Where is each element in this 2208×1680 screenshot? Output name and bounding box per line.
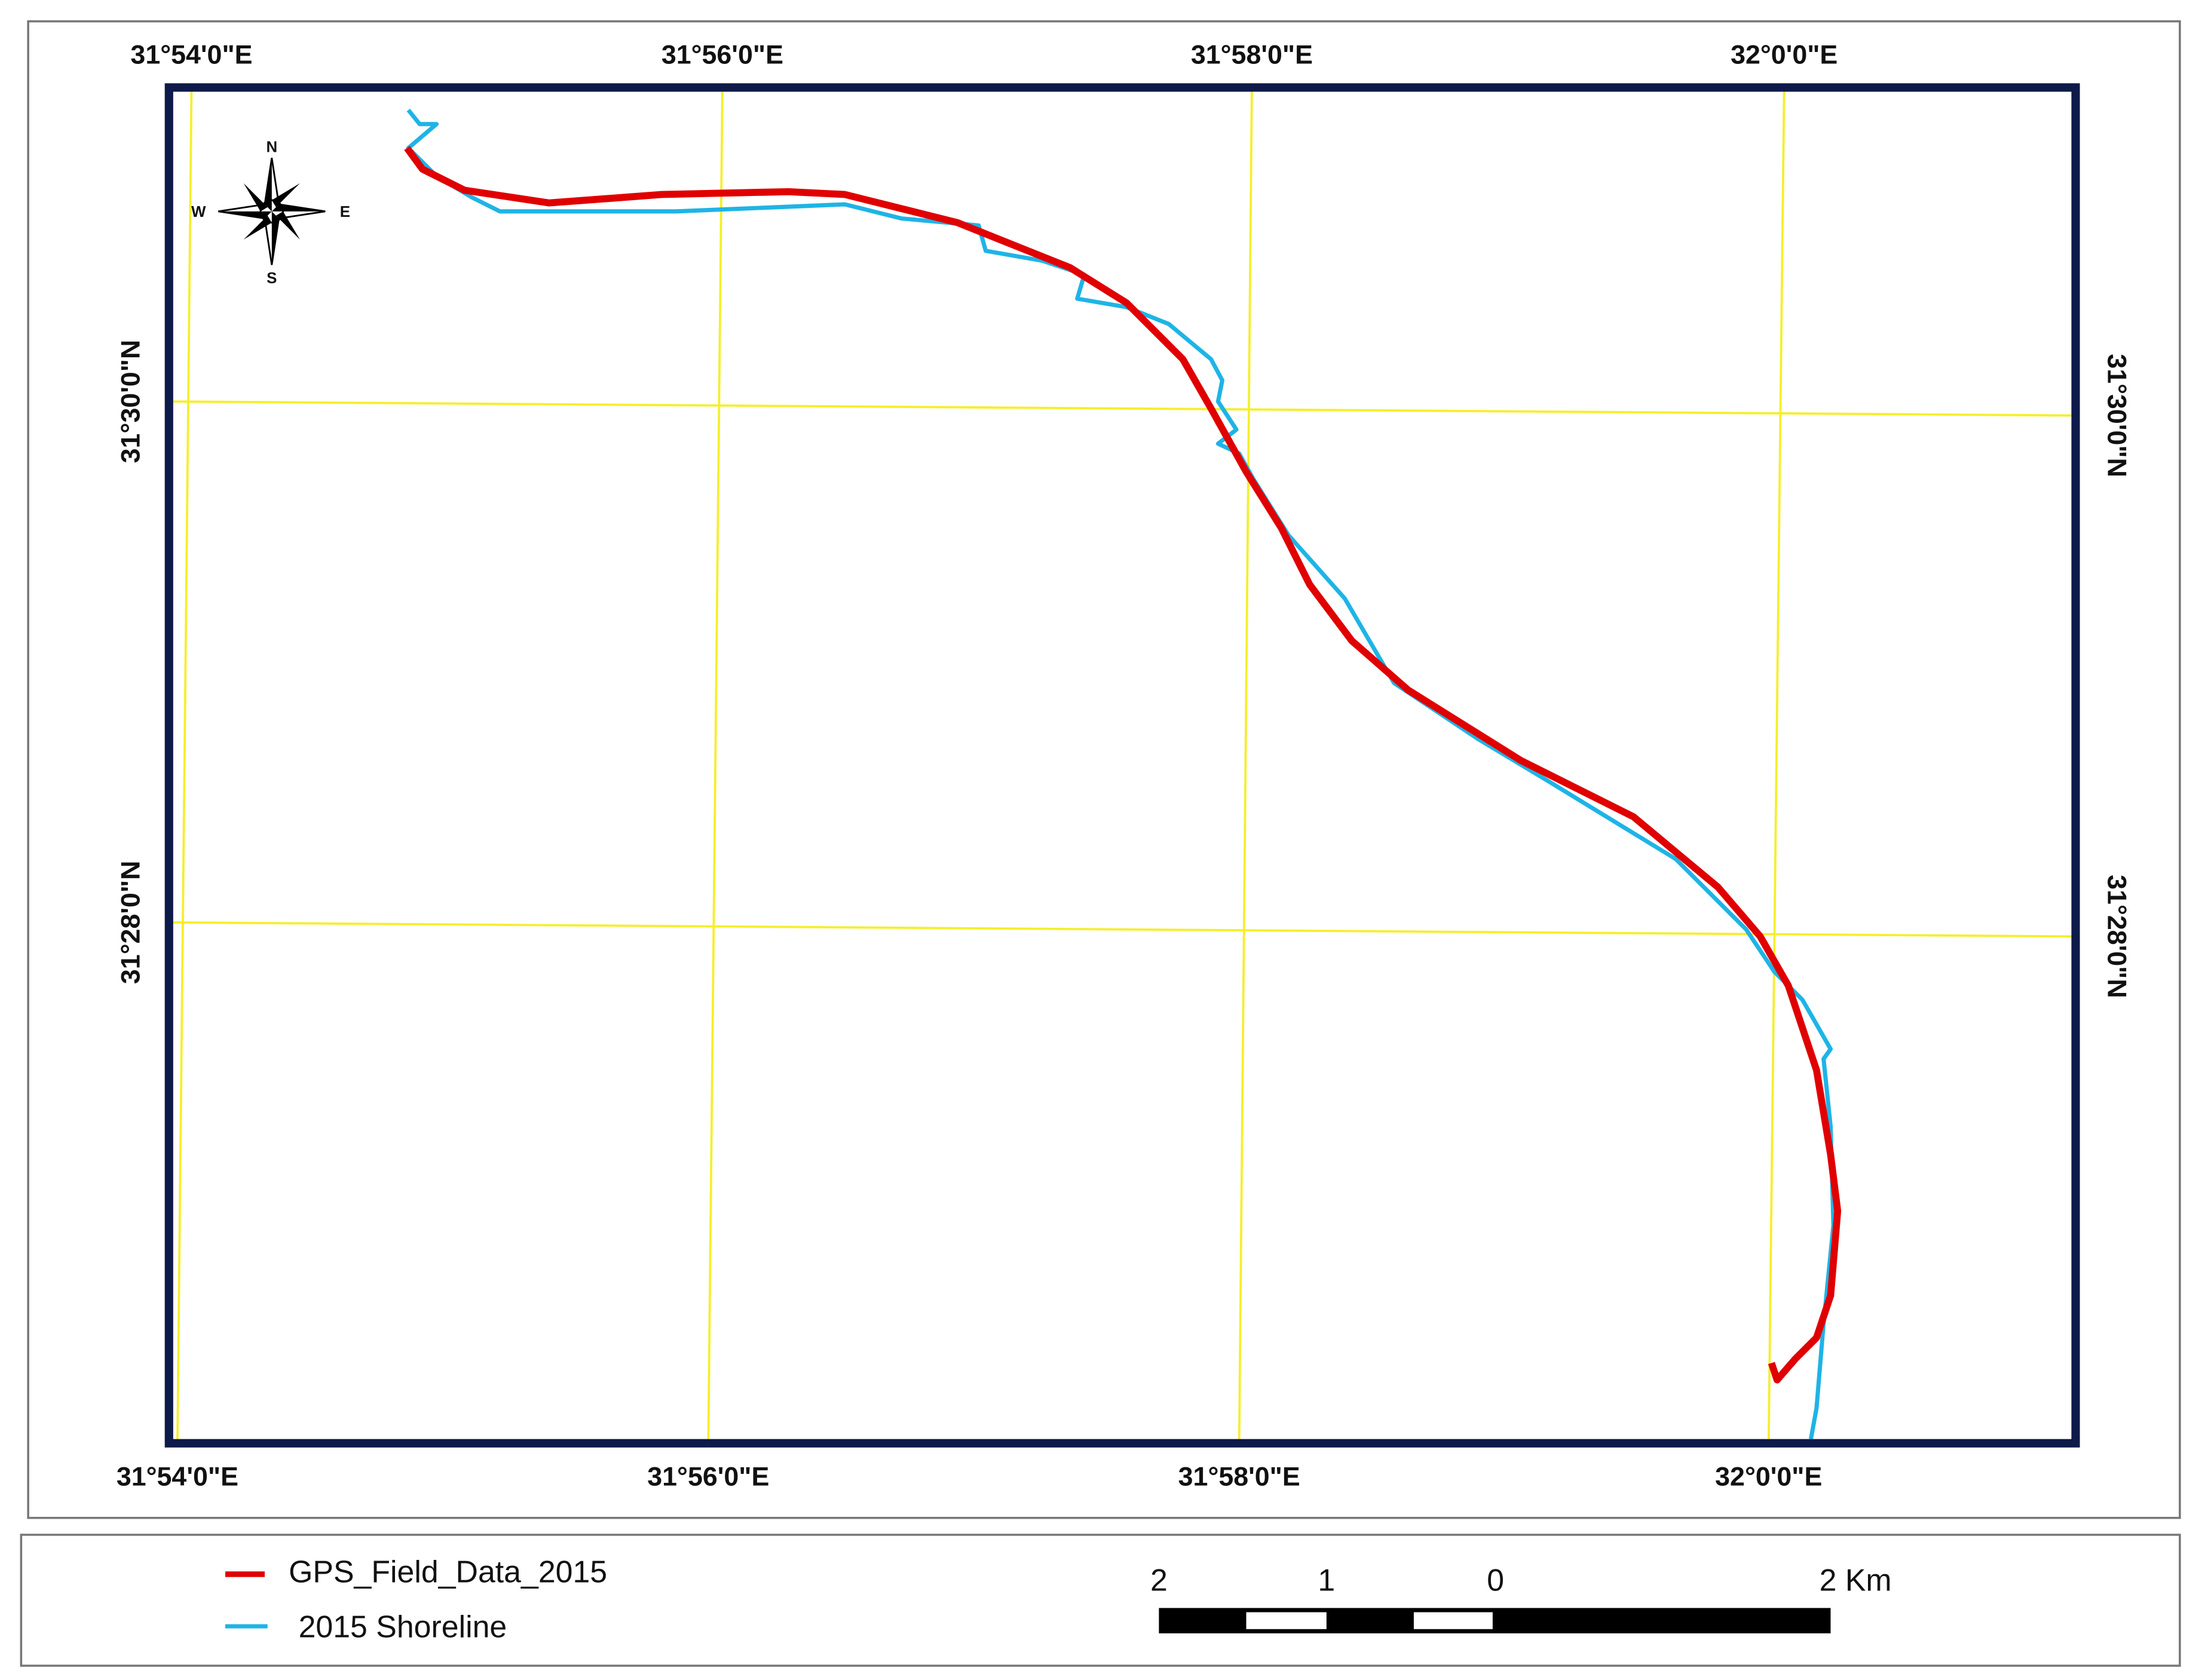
shoreline-2015 <box>406 108 1836 1440</box>
top-label: 31°56'0"E <box>662 39 783 69</box>
gps-field-data <box>404 146 1842 1384</box>
bottom-label: 31°54'0"E <box>117 1462 238 1492</box>
bottom-label: 32°0'0"E <box>1715 1462 1822 1492</box>
grid-line <box>1767 87 1786 1443</box>
legend-box <box>20 1534 2181 1667</box>
scale-label: 2 <box>1150 1563 1168 1598</box>
map-frame <box>164 83 2080 1448</box>
top-label: 31°54'0"E <box>130 39 252 69</box>
left-label: 31°30'0"N <box>115 340 145 464</box>
graticule <box>169 87 2076 1443</box>
compass-s: S <box>267 270 277 287</box>
grid-line <box>1238 87 1253 1443</box>
grid-line <box>707 87 724 1443</box>
grid-line <box>169 400 2076 417</box>
scale-label: 2 Km <box>1820 1563 1892 1598</box>
compass-w: W <box>191 204 206 220</box>
legend-label: 2015 Shoreline <box>299 1610 507 1644</box>
right-label: 31°28'0"N <box>2102 875 2132 998</box>
compass-n: N <box>266 139 277 156</box>
scale-label: 0 <box>1487 1563 1504 1598</box>
map-outer-frame <box>27 20 2181 1519</box>
top-label: 31°58'0"E <box>1191 39 1313 69</box>
top-label: 32°0'0"E <box>1731 39 1838 69</box>
scale-label: 1 <box>1318 1563 1335 1598</box>
compass-rose: N E S W <box>191 139 350 287</box>
compass-e: E <box>340 204 350 220</box>
bottom-label: 31°56'0"E <box>647 1462 769 1492</box>
right-label: 31°30'0"N <box>2102 354 2132 477</box>
scale-bar <box>1159 1608 1831 1633</box>
left-label: 31°28'0"N <box>115 861 145 985</box>
grid-line <box>176 87 193 1443</box>
bottom-label: 31°58'0"E <box>1178 1462 1300 1492</box>
legend-label: GPS_Field_Data_2015 <box>289 1555 607 1589</box>
